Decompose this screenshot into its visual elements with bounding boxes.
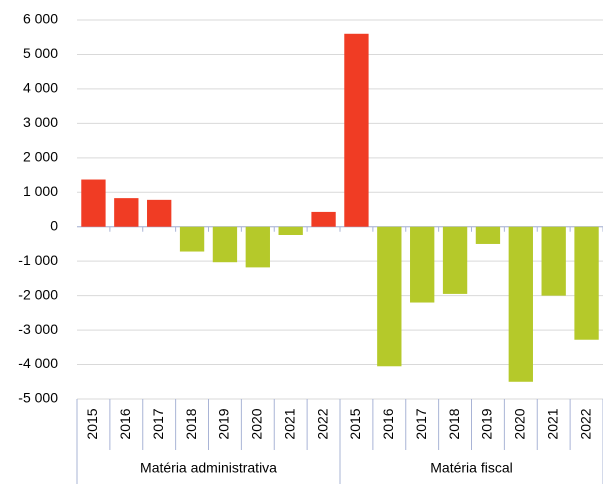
group-label: Matéria administrativa (140, 460, 277, 476)
x-tick-label: 2022 (314, 408, 330, 439)
bar (377, 226, 402, 367)
bar (311, 211, 336, 227)
x-tick-label: 2015 (347, 408, 363, 439)
bar (344, 33, 369, 227)
bar (475, 226, 501, 244)
bar (410, 226, 435, 303)
y-tick-label: 1 000 (23, 183, 58, 199)
bar (508, 226, 533, 382)
x-tick-label: 2021 (544, 408, 560, 439)
x-tick-label: 2020 (512, 408, 528, 439)
x-tick-label: 2019 (479, 408, 495, 439)
x-tick-label: 2018 (446, 408, 462, 439)
x-tick-label: 2018 (183, 408, 199, 439)
x-tick-label: 2021 (281, 408, 297, 439)
bar (114, 198, 139, 227)
group-label: Matéria fiscal (430, 460, 512, 476)
x-tick-label: 2020 (249, 408, 265, 439)
bar (179, 226, 205, 252)
bar (442, 226, 468, 294)
y-tick-label: -1 000 (18, 252, 58, 268)
x-tick-label: 2017 (150, 408, 166, 439)
bar (574, 226, 599, 340)
bar (278, 226, 303, 235)
y-tick-label: 6 000 (23, 11, 58, 27)
y-tick-label: -3 000 (18, 321, 58, 337)
x-tick-label: 2016 (117, 408, 133, 439)
y-tick-label: -5 000 (18, 390, 58, 406)
y-tick-label: 3 000 (23, 114, 58, 130)
y-tick-label: 0 (50, 217, 58, 233)
bar (147, 199, 172, 227)
y-tick-label: 2 000 (23, 149, 58, 165)
bar (81, 179, 106, 227)
x-tick-label: 2022 (577, 408, 593, 439)
x-tick-label: 2017 (413, 408, 429, 439)
bar (245, 226, 270, 268)
y-tick-label: 4 000 (23, 80, 58, 96)
y-tick-label: -2 000 (18, 286, 58, 302)
x-tick-label: 2015 (84, 408, 100, 439)
x-tick-label: 2016 (380, 408, 396, 439)
x-tick-label: 2019 (216, 408, 232, 439)
y-tick-label: -4 000 (18, 355, 58, 371)
y-tick-label: 5 000 (23, 45, 58, 61)
bar (541, 226, 566, 296)
bar (212, 226, 238, 263)
